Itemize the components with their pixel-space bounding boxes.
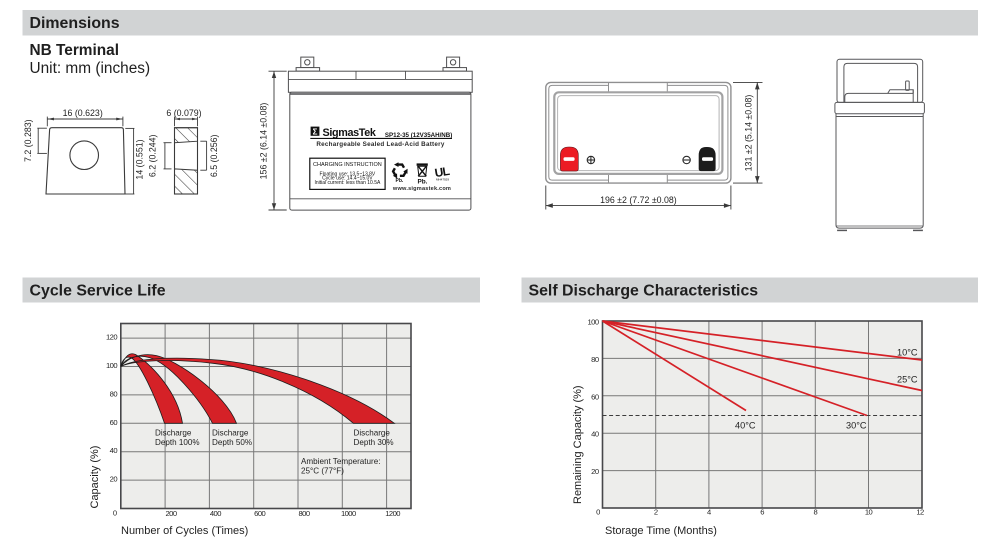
svg-text:6: 6 <box>760 508 764 517</box>
svg-text:16 (0.623): 16 (0.623) <box>63 108 103 118</box>
svg-text:7.2 (0.283): 7.2 (0.283) <box>23 119 33 162</box>
svg-text:156 ±2 (6.14 ±0.08): 156 ±2 (6.14 ±0.08) <box>259 103 269 180</box>
svg-text:1000: 1000 <box>341 509 356 518</box>
svg-text:8: 8 <box>813 508 817 517</box>
svg-text:Ambient Temperature:: Ambient Temperature: <box>301 457 380 466</box>
svg-text:800: 800 <box>298 509 309 518</box>
svg-text:600: 600 <box>254 509 265 518</box>
svg-text:6.5 (0.256): 6.5 (0.256) <box>209 134 219 177</box>
svg-text:www.sigmastek.com: www.sigmastek.com <box>392 186 451 192</box>
svg-text:0: 0 <box>113 508 117 517</box>
svg-text:4: 4 <box>707 508 711 517</box>
svg-text:Pb.: Pb. <box>396 178 404 184</box>
svg-text:20: 20 <box>110 475 118 484</box>
svg-text:6 (0.079): 6 (0.079) <box>166 108 201 118</box>
svg-text:Floating use: 13.5~13.8V: Floating use: 13.5~13.8V <box>320 171 376 177</box>
svg-text:MH47929: MH47929 <box>436 178 449 182</box>
svg-text:100: 100 <box>106 361 117 370</box>
svg-text:Discharge: Discharge <box>155 428 192 437</box>
svg-text:0: 0 <box>596 508 600 517</box>
svg-text:40: 40 <box>110 446 118 455</box>
svg-text:Discharge: Discharge <box>212 428 249 437</box>
svg-text:100: 100 <box>587 318 598 327</box>
svg-text:60: 60 <box>591 392 599 401</box>
svg-text:Remaining Capacity (%): Remaining Capacity (%) <box>572 385 584 504</box>
svg-text:Depth 30%: Depth 30% <box>354 438 394 447</box>
svg-text:Σ: Σ <box>313 127 318 136</box>
svg-text:40: 40 <box>591 430 599 439</box>
svg-text:20: 20 <box>591 467 599 476</box>
svg-text:UL: UL <box>434 164 451 180</box>
svg-text:Capacity (%): Capacity (%) <box>89 446 101 509</box>
svg-text:196 ±2 (7.72 ±0.08): 196 ±2 (7.72 ±0.08) <box>600 195 677 205</box>
svg-text:120: 120 <box>106 333 117 342</box>
svg-text:1200: 1200 <box>385 509 400 518</box>
svg-text:Discharge: Discharge <box>354 428 391 437</box>
svg-text:NB Terminal: NB Terminal <box>30 42 120 59</box>
svg-text:Number of Cycles (Times): Number of Cycles (Times) <box>121 525 248 537</box>
svg-text:6.2 (0.244): 6.2 (0.244) <box>148 134 158 177</box>
svg-text:SP12-35 (12V35AH/NB): SP12-35 (12V35AH/NB) <box>385 132 452 139</box>
svg-text:SigmasTek: SigmasTek <box>323 127 377 139</box>
svg-text:30°C: 30°C <box>846 421 867 431</box>
svg-text:Cycle use: 14.4~15.0V: Cycle use: 14.4~15.0V <box>322 176 373 182</box>
svg-text:40°C: 40°C <box>735 421 756 431</box>
svg-text:14 (0.551): 14 (0.551) <box>134 139 144 179</box>
svg-text:Unit: mm (inches): Unit: mm (inches) <box>30 60 151 77</box>
svg-text:Depth 50%: Depth 50% <box>212 438 252 447</box>
svg-text:400: 400 <box>210 509 221 518</box>
svg-text:200: 200 <box>165 509 176 518</box>
svg-text:Rechargeable Sealed Lead-Acid: Rechargeable Sealed Lead-Acid Battery <box>316 141 444 148</box>
svg-text:Depth 100%: Depth 100% <box>155 438 200 447</box>
svg-text:25°C: 25°C <box>897 375 918 385</box>
svg-text:80: 80 <box>110 389 118 398</box>
svg-text:Dimensions: Dimensions <box>30 15 120 32</box>
svg-text:Cycle Service Life: Cycle Service Life <box>30 282 166 299</box>
svg-text:25°C (77°F): 25°C (77°F) <box>301 467 344 476</box>
svg-text:60: 60 <box>110 418 118 427</box>
svg-text:Storage Time (Months): Storage Time (Months) <box>605 525 717 537</box>
svg-text:Initial current: less than 10.: Initial current: less than 10.5A <box>314 180 381 186</box>
svg-text:10: 10 <box>865 508 873 517</box>
svg-text:2: 2 <box>654 508 658 517</box>
svg-text:Pb.: Pb. <box>418 179 428 186</box>
svg-text:CHARGING INSTRUCTION: CHARGING INSTRUCTION <box>313 162 382 168</box>
svg-text:Self Discharge Characteristics: Self Discharge Characteristics <box>529 282 759 299</box>
svg-text:10°C: 10°C <box>897 348 918 358</box>
svg-text:12: 12 <box>916 508 924 517</box>
svg-text:80: 80 <box>591 355 599 364</box>
svg-text:131 ±2 (5.14 ±0.08): 131 ±2 (5.14 ±0.08) <box>744 95 754 172</box>
